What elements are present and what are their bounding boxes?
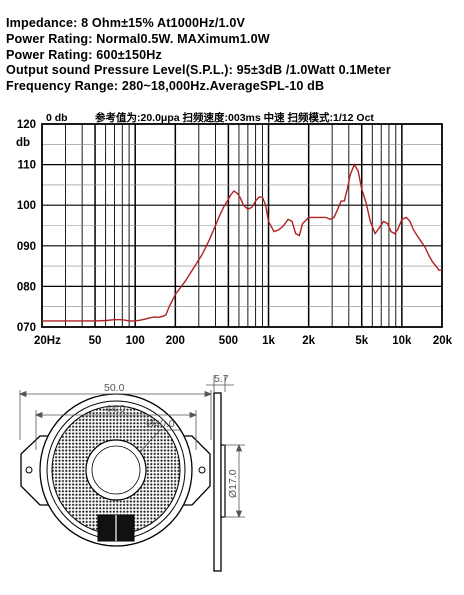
chart-header-params: 参考值为:20.0μpa 扫频速度:003ms 中速 扫频模式:1/12 Oct [95,111,374,124]
spec-frequency-range: Frequency Range: 280~18,000Hz.AverageSPL… [6,79,325,94]
spec-power-rating-frequency: Power Rating: 600±150Hz [6,47,162,62]
dimension-mounting-width: 44.0 [105,403,126,415]
y-tick-label: 090 [17,241,36,253]
y-tick-label: 080 [17,281,36,293]
x-tick-label: 1k [262,335,275,347]
frequency-response-chart: 0 db 参考值为:20.0μpa 扫频速度:003ms 中速 扫频模式:1/1… [16,111,453,347]
x-tick-label: 100 [126,335,145,347]
speaker-front-view: 50.0 44.0 Ø40.0 [18,382,213,547]
y-axis-unit: db [16,137,30,149]
side-magnet [220,444,226,518]
x-tick-label: 2k [302,335,315,347]
y-tick-label: 120 [17,119,36,131]
frequency-response-line [42,163,442,322]
y-axis-tick-labels: 070 080 090 100 110 120 [17,119,36,334]
spec-block: Impedance: 8 Ohm±15% At1000Hz/1.0V Power… [6,16,462,95]
y-tick-label: 070 [17,322,36,334]
dimension-outer-width: 50.0 [104,382,125,394]
y-tick-label: 110 [17,160,36,172]
dust-cap-rim [91,445,141,495]
chart-grid [42,124,442,327]
x-tick-label: 200 [166,335,185,347]
x-tick-label: 500 [219,335,238,347]
x-tick-label: 20Hz [34,335,61,347]
spec-power-rating: Power Rating: Normal0.5W. MAXimum1.0W [6,31,270,46]
mounting-hole-right [198,466,206,474]
dimension-cone-diameter: Ø40.0 [146,418,175,430]
side-frame [213,392,222,572]
dimension-lines-front [18,390,213,453]
x-tick-label: 50 [89,335,102,347]
dimension-depth: 5.7 [214,373,229,385]
x-tick-label: 10k [392,335,412,347]
dimension-lines-side [206,375,245,519]
x-tick-label: 5k [355,335,368,347]
spec-spl: Output sound Pressure Level(S.P.L.): 95±… [6,63,391,78]
spec-impedance: Impedance: 8 Ohm±15% At1000Hz/1.0V [6,16,246,30]
x-axis-tick-labels: 20Hz 50 100 200 500 1k 2k 5k 10k 20k [34,335,453,347]
dimension-magnet-diameter: Ø17.0 [227,469,239,498]
y-tick-label: 100 [17,200,36,212]
plot-frame [41,123,443,328]
x-tick-label: 20k [433,335,453,347]
speaker-side-view: 5.7 Ø17.0 [206,373,245,572]
speaker-dimension-drawing: 50.0 44.0 Ø40.0 5.7 Ø17.0 [18,373,245,572]
mounting-hole-left [25,466,33,474]
chart-header-left: 0 db [46,112,68,124]
